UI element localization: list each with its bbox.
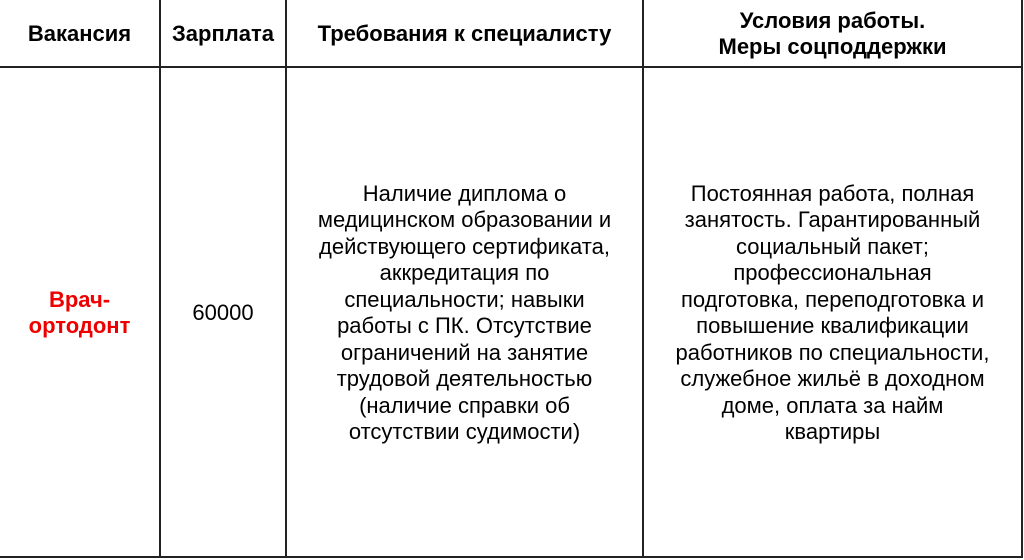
conditions-line: профессиональная xyxy=(733,260,932,285)
column-divider xyxy=(642,0,644,558)
conditions-text: Постоянная работа, полная занятость. Гара… xyxy=(644,69,1021,559)
conditions-line: подготовка, переподготовка и xyxy=(680,286,985,312)
conditions-line: занятость. Гарантированный xyxy=(684,207,981,232)
conditions-line: доме, оплата за найм xyxy=(721,392,944,418)
requirements-line: действующего сертификата, xyxy=(319,233,610,259)
vacancy-line: ортодонт xyxy=(28,313,131,338)
row-divider xyxy=(0,66,1023,68)
column-divider xyxy=(159,0,161,558)
conditions-line: квартиры xyxy=(784,419,881,444)
requirements-line: отсутствии судимости) xyxy=(348,419,581,444)
column-divider xyxy=(285,0,287,558)
requirements-line: медицинском образовании и xyxy=(317,207,612,232)
requirements-line: работы с ПК. Отсутствие xyxy=(337,313,592,338)
header-line: Условия работы. xyxy=(739,7,926,33)
conditions-line: Постоянная работа, полная xyxy=(690,180,975,206)
header-conditions: Условия работы. Меры соцподдержки xyxy=(644,0,1021,67)
header-vacancy: Вакансия xyxy=(27,20,132,46)
requirements-line: (наличие справки об xyxy=(359,392,570,418)
header-salary: Зарплата xyxy=(172,20,274,46)
header-requirements: Требования к специалисту xyxy=(317,20,612,46)
requirements-text: Наличие диплома о медицинском образовании… xyxy=(287,69,642,559)
requirements-line: ограничений на занятие xyxy=(340,339,589,365)
conditions-line: социальный пакет; xyxy=(736,233,929,259)
requirements-line: аккредитация по xyxy=(379,260,550,285)
row-divider xyxy=(0,556,1023,558)
conditions-line: повышение квалификации xyxy=(696,313,969,338)
requirements-line: трудовой деятельностью xyxy=(336,366,593,391)
conditions-line: служебное жильё в доходном xyxy=(680,366,985,391)
requirements-line: Наличие диплома о xyxy=(362,180,567,206)
conditions-line: работников по специальности, xyxy=(675,339,990,365)
column-divider xyxy=(1021,0,1023,558)
requirements-line: специальности; навыки xyxy=(344,286,585,312)
vacancy-name: Врач- ортодонт xyxy=(0,69,159,557)
salary-value: 60000 xyxy=(192,299,254,325)
vacancy-line: Врач- xyxy=(48,286,111,312)
header-line: Меры соцподдержки xyxy=(718,33,947,59)
